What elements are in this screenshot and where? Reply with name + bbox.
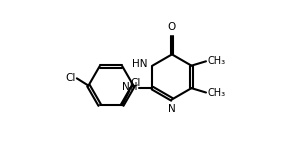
Text: CH₃: CH₃ — [207, 87, 226, 98]
Text: NH: NH — [122, 82, 137, 92]
Text: O: O — [168, 22, 176, 32]
Text: Cl: Cl — [130, 78, 141, 88]
Text: Cl: Cl — [66, 73, 76, 83]
Text: N: N — [168, 104, 176, 114]
Text: CH₃: CH₃ — [207, 56, 226, 66]
Text: HN: HN — [132, 59, 147, 69]
